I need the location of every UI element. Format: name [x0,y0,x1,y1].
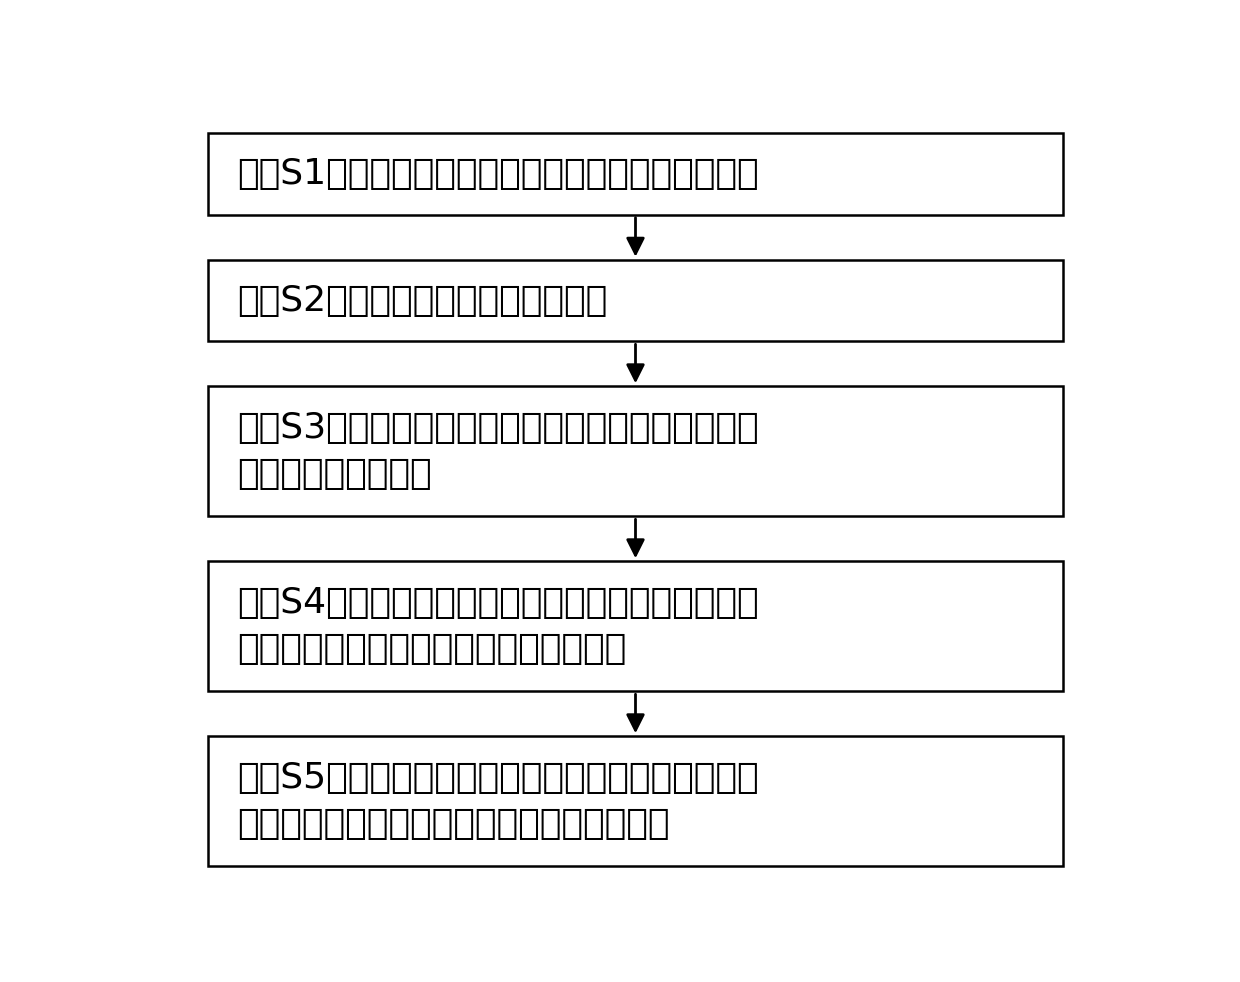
Text: 线输送到贴合校正位: 线输送到贴合校正位 [237,457,432,491]
Text: 步骤S2：将校正后的来料抓取到治具: 步骤S2：将校正后的来料抓取到治具 [237,284,606,317]
Text: 采图、定位、计算、输出结果、记录数据: 采图、定位、计算、输出结果、记录数据 [237,632,626,666]
Text: 述中的校正位的保护膜贴合在产品并进行检测: 述中的校正位的保护膜贴合在产品并进行检测 [237,807,670,841]
Text: 步骤S4：根据检测信号开始进行信号采集，其中包括: 步骤S4：根据检测信号开始进行信号采集，其中包括 [237,586,759,621]
Bar [208,133,1063,215]
Bar [208,259,1063,342]
Text: 步骤S5：通过光纤感应机构接收产品信息，然后将上: 步骤S5：通过光纤感应机构接收产品信息，然后将上 [237,761,759,795]
Bar [208,736,1063,866]
Text: 步骤S3：通过撕膜机构进行撕膜动作并通过运膜流水: 步骤S3：通过撕膜机构进行撕膜动作并通过运膜流水 [237,411,759,446]
Bar [208,386,1063,517]
Bar [208,561,1063,691]
Text: 步骤S1：通过光纤感应机构接收来料信息并进行校正: 步骤S1：通过光纤感应机构接收来料信息并进行校正 [237,157,759,191]
